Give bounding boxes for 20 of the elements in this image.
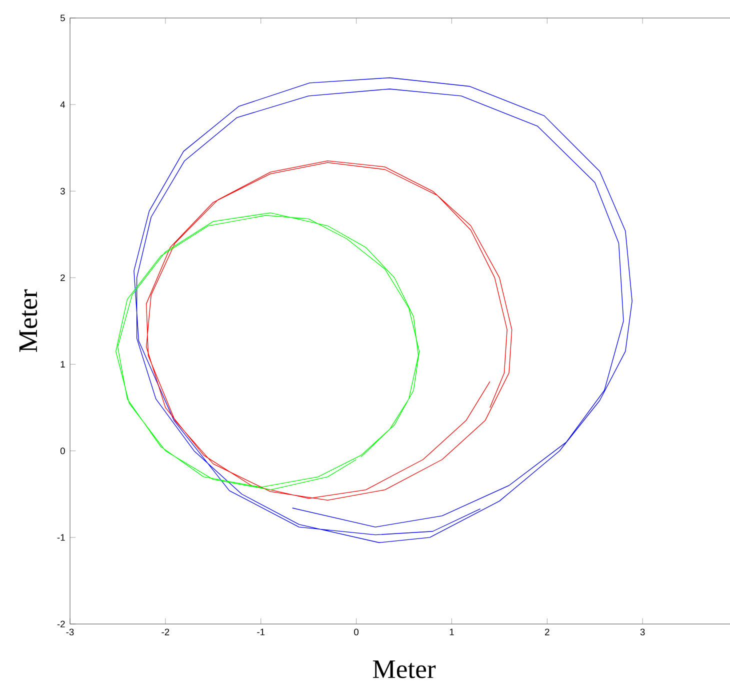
line-series <box>134 77 632 543</box>
x-tick-label: 1 <box>450 628 454 636</box>
line-series <box>115 212 420 490</box>
y-tick-label: 5 <box>60 14 65 22</box>
x-axis-title: Meter <box>372 660 436 678</box>
y-tick-label: 0 <box>60 448 65 454</box>
x-tick-label: 3 <box>640 628 645 636</box>
x-tick-label: -3 <box>66 628 74 636</box>
y-tick-label: 3 <box>60 188 65 194</box>
y-tick-label: -2 <box>57 620 65 628</box>
x-tick-label: -2 <box>162 628 170 636</box>
x-tick-label: -1 <box>257 628 265 636</box>
y-axis-title: Meter <box>19 289 38 352</box>
y-tick-label: 1 <box>60 361 65 368</box>
line-series <box>146 160 512 501</box>
y-tick-label: -1 <box>57 534 65 541</box>
x-tick-label: 0 <box>354 628 359 636</box>
y-tick-label: 2 <box>60 274 65 281</box>
x-tick-label: 2 <box>545 628 550 636</box>
y-tick-label: 4 <box>60 101 66 108</box>
